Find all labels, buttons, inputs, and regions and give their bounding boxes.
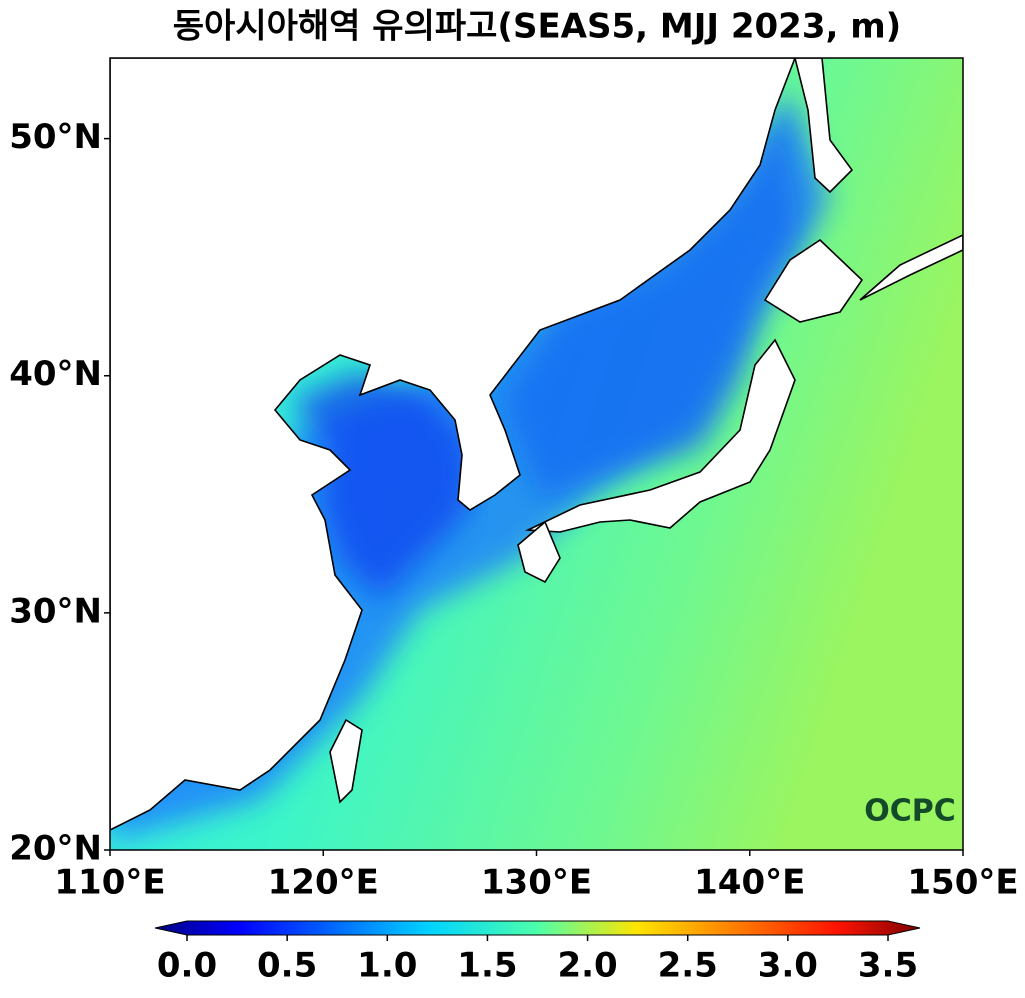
kyushu — [517, 520, 561, 584]
x-tick-label: 140°E — [694, 863, 805, 903]
colorbar-tick-label: 3.5 — [858, 946, 918, 986]
colorbar-tick-label: 3.0 — [758, 946, 818, 986]
hokkaido — [763, 238, 864, 323]
colorbar-tick-label: 0.5 — [257, 946, 317, 986]
mainland — [110, 58, 796, 831]
colorbar-tick-label: 2.0 — [557, 946, 617, 986]
y-tick-label: 50°N — [9, 117, 102, 157]
colorbar-tick-label: 2.5 — [658, 946, 718, 986]
colorbar — [154, 920, 921, 936]
sakhalin — [794, 58, 854, 194]
x-tick-label: 120°E — [268, 863, 379, 903]
colorbar-tick-label: 1.5 — [457, 946, 517, 986]
y-tick-label: 20°N — [9, 829, 102, 869]
map-area: OCPC — [110, 58, 963, 850]
colorbar-tick-label: 0.0 — [157, 946, 217, 986]
yellow-sea — [290, 370, 470, 600]
y-tick-label: 30°N — [9, 591, 102, 631]
x-tick-label: 130°E — [481, 863, 592, 903]
x-tick-label: 150°E — [907, 863, 1018, 903]
colorbar-tick-label: 1.0 — [357, 946, 417, 986]
taiwan — [329, 718, 363, 804]
honshu — [524, 338, 796, 533]
logo: OCPC — [864, 794, 956, 829]
title: 동아시아해역 유의파고(SEAS5, MJJ 2023, m) — [173, 7, 901, 47]
x-tick-label: 110°E — [54, 863, 165, 903]
land — [110, 58, 963, 831]
kurils — [859, 234, 963, 301]
y-tick-label: 40°N — [9, 354, 102, 394]
